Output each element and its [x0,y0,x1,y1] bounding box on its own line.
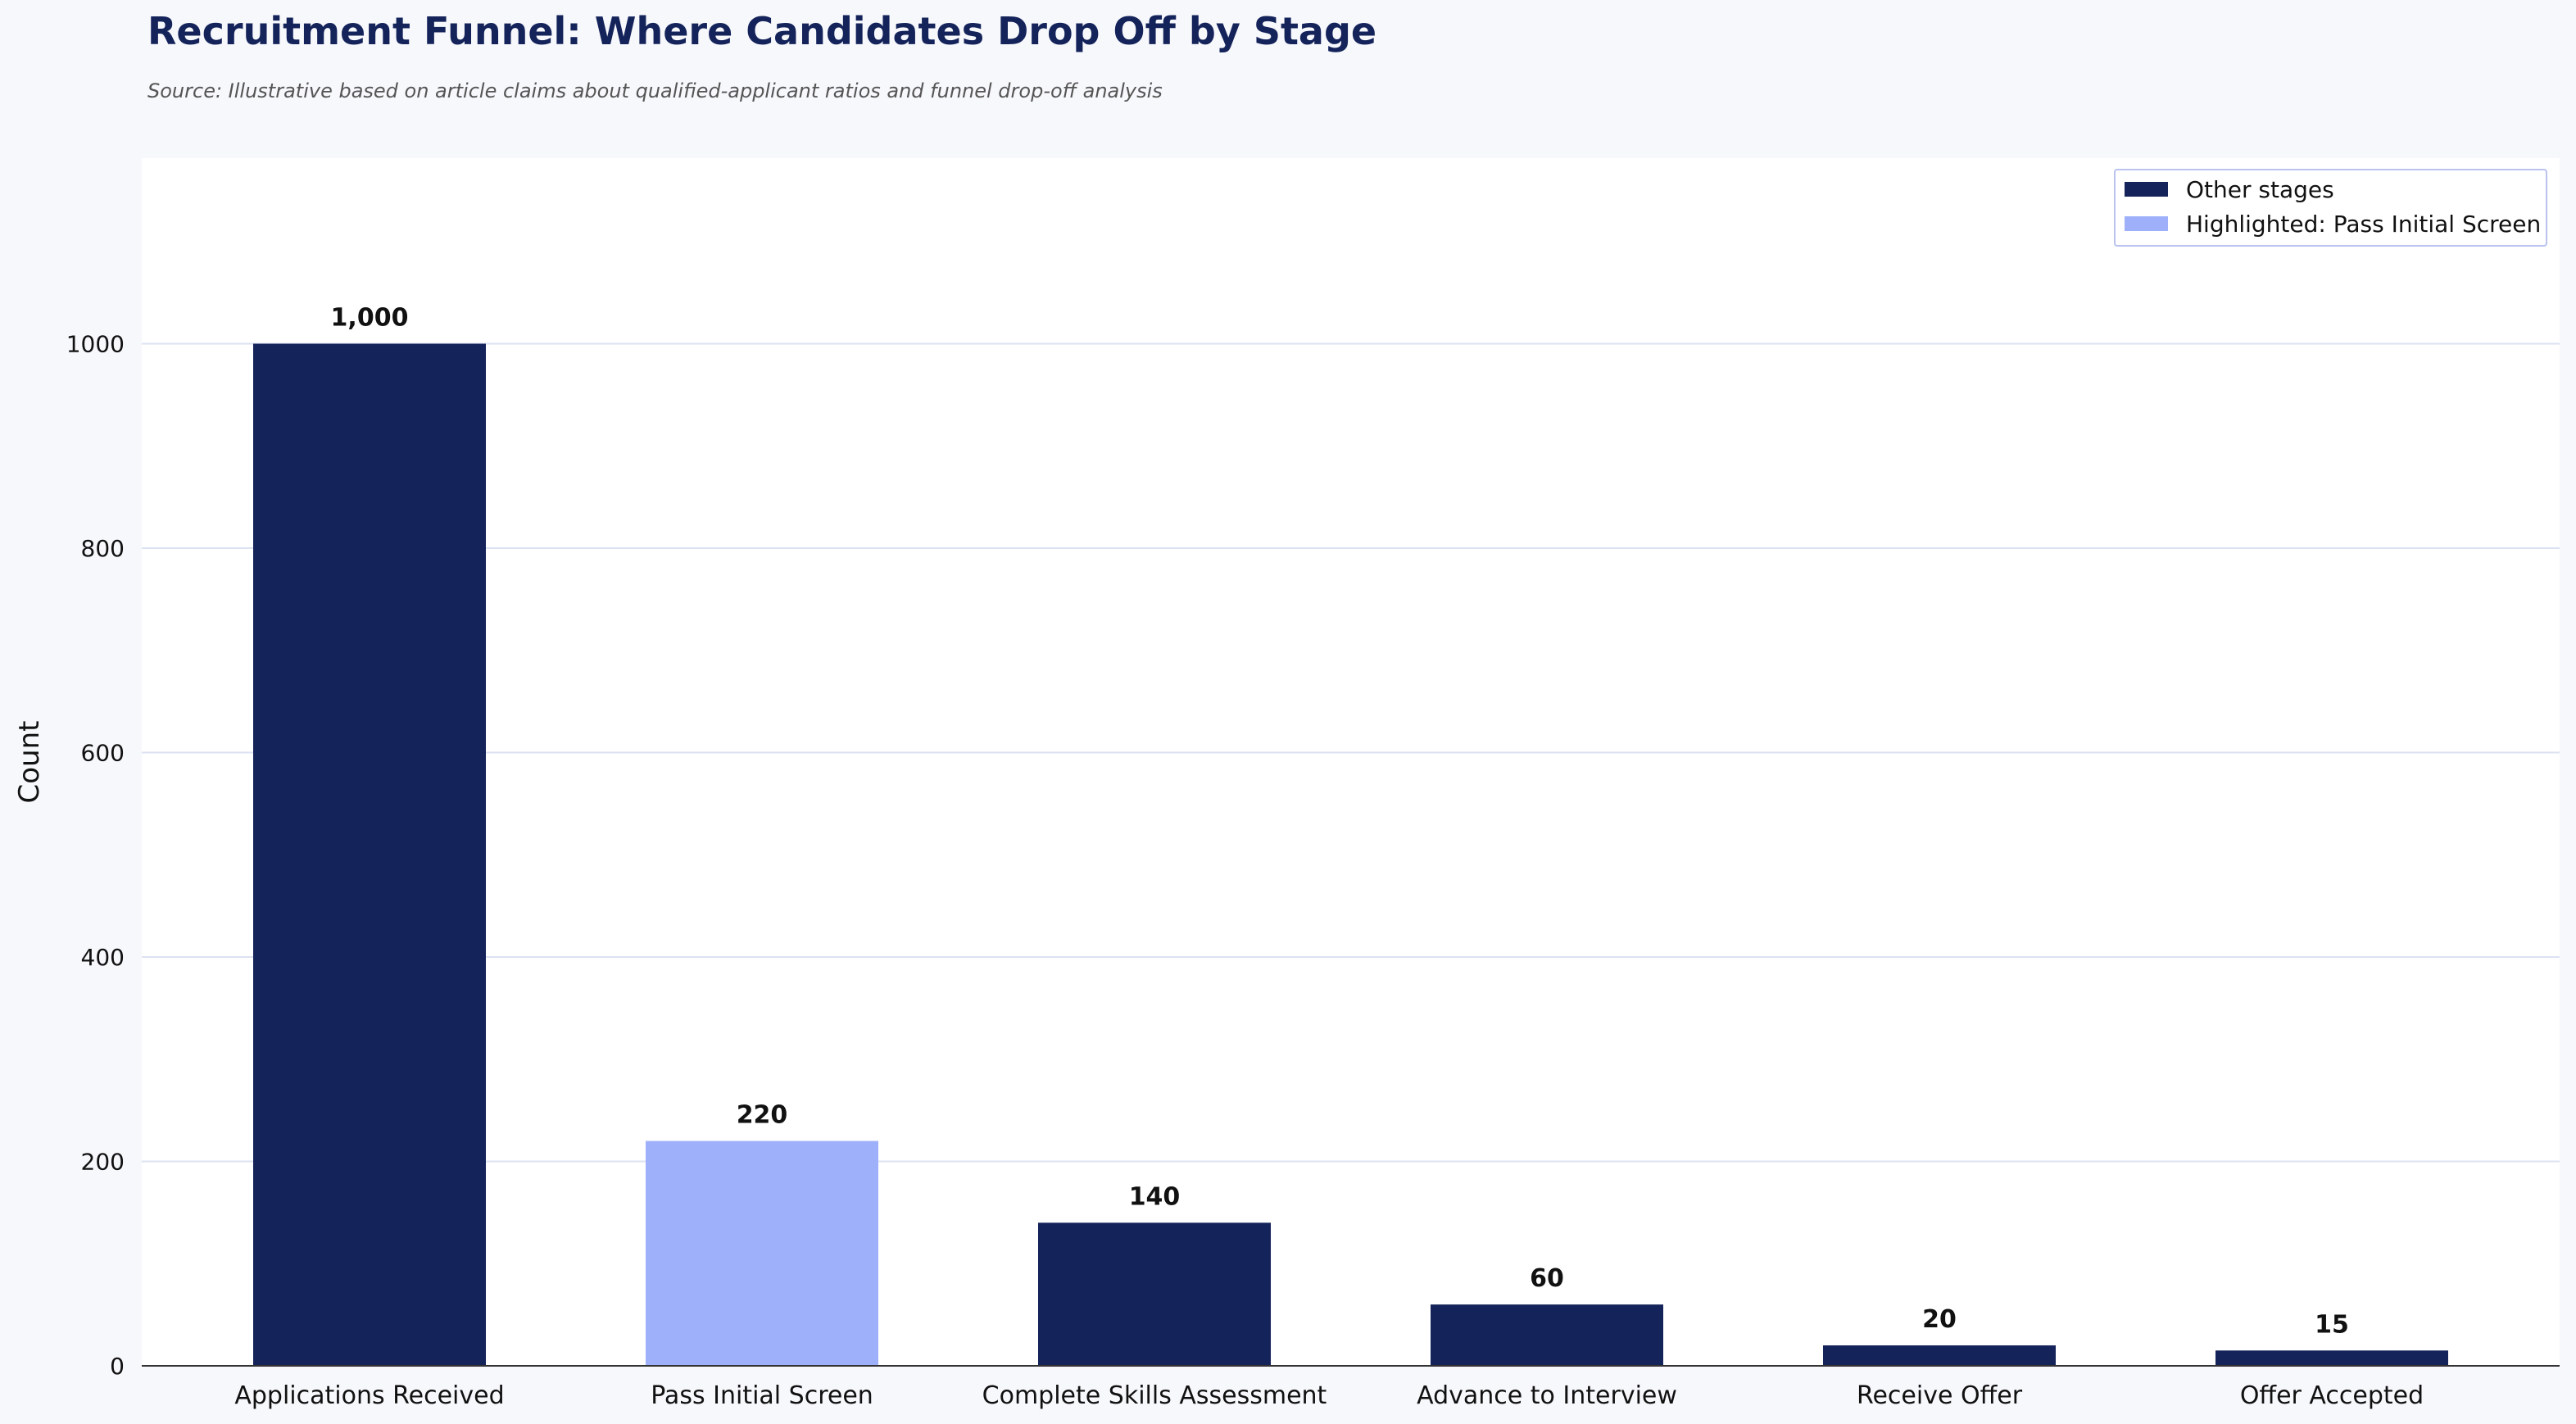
bar [1823,1345,2056,1366]
y-tick-label: 0 [110,1353,125,1380]
bar [646,1141,878,1366]
y-tick-label: 800 [81,535,125,562]
legend-frame [2114,169,2547,247]
y-axis-ticks: 0 200 400 600 800 1000 [66,331,125,1381]
chart-subtitle: Source: Illustrative based on article cl… [147,79,1163,102]
bar [1431,1304,1663,1366]
bar-value-label: 220 [737,1101,788,1130]
legend-swatch-highlighted [2125,216,2168,231]
value-labels: 1,000 220 140 60 20 15 [331,304,2349,1340]
x-tick-label: Pass Initial Screen [651,1381,873,1410]
bar-value-label: 20 [1922,1305,1957,1334]
legend-label-other-stages: Other stages [2186,176,2334,203]
grid-lines [142,342,2560,1163]
x-tick-label: Receive Offer [1857,1381,2023,1410]
plot-area [142,158,2560,1366]
x-tick-label: Offer Accepted [2240,1381,2424,1410]
chart-title: Recruitment Funnel: Where Candidates Dro… [147,9,1376,53]
bar-value-label: 60 [1530,1264,1564,1293]
legend-label-highlighted: Highlighted: Pass Initial Screen [2186,211,2541,238]
x-tick-label: Complete Skills Assessment [982,1381,1327,1410]
legend: Other stages Highlighted: Pass Initial S… [2114,169,2547,247]
x-tick-label: Applications Received [234,1381,504,1410]
bar-value-label: 15 [2315,1310,2349,1339]
y-tick-label: 1000 [66,331,125,358]
y-tick-label: 600 [81,740,125,767]
bar-value-label: 1,000 [331,304,409,333]
bar-value-label: 140 [1129,1182,1181,1211]
bar [2215,1350,2448,1366]
y-tick-label: 400 [81,944,125,971]
bar [1038,1222,1271,1366]
y-tick-label: 200 [81,1149,125,1176]
y-axis-label: Count [13,721,46,804]
x-axis-ticks: Applications Received Pass Initial Screen… [234,1381,2424,1410]
bar [253,343,486,1366]
x-tick-label: Advance to Interview [1417,1381,1677,1410]
bars [253,343,2448,1366]
legend-swatch-other-stages [2125,182,2168,197]
